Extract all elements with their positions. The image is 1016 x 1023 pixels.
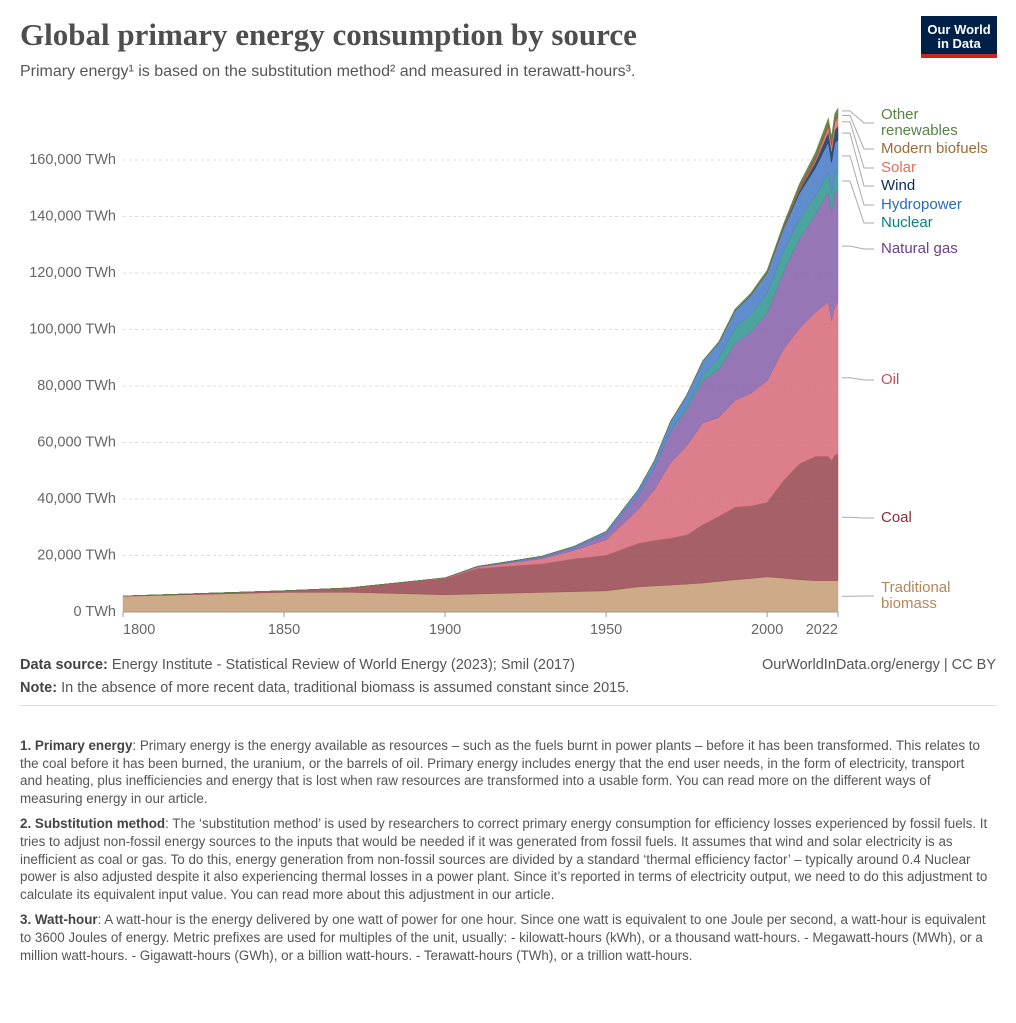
y-tick-label: 20,000 TWh <box>37 547 116 563</box>
footnote-label: 3. Watt-hour <box>20 912 98 928</box>
leader-line <box>842 377 874 381</box>
y-tick-label: 60,000 TWh <box>37 434 116 450</box>
legend-label: Modern biofuels <box>881 140 988 157</box>
y-tick-label: 160,000 TWh <box>29 152 116 168</box>
note-text: In the absence of more recent data, trad… <box>61 680 630 696</box>
source-text: Energy Institute - Statistical Review of… <box>111 657 575 673</box>
legend-label: Traditional biomass <box>881 579 951 612</box>
y-tick-label: 40,000 TWh <box>37 491 116 507</box>
x-tick-label: 2022 <box>806 622 838 638</box>
x-tick-label: 1950 <box>590 622 622 638</box>
legend-label: Oil <box>881 371 900 388</box>
legend-label: Hydropower <box>881 196 962 213</box>
x-tick-label: 1800 <box>123 622 155 638</box>
note: Note: In the absence of more recent data… <box>20 680 629 696</box>
y-tick-label: 100,000 TWh <box>29 321 116 337</box>
footnote-text: : Primary energy is the energy available… <box>20 738 980 806</box>
leader-line <box>842 121 874 169</box>
area <box>122 107 839 597</box>
leader-line <box>842 245 874 250</box>
footnote-text: : The ‘substitution method’ is used by r… <box>20 816 988 902</box>
chart: Global primary energy consumption by sou… <box>20 17 874 638</box>
footnote-text: : A watt-hour is the energy delivered by… <box>20 912 986 963</box>
legend-label: Coal <box>881 509 912 526</box>
leader-line <box>842 155 874 206</box>
url[interactable]: OurWorldInData.org/energy | CC BY <box>762 657 996 673</box>
source: Data source: Energy Institute - Statisti… <box>20 657 575 673</box>
y-tick-label: 0 TWh <box>74 604 116 620</box>
footnote-label: 2. Substitution method <box>20 816 166 832</box>
x-tick-label: 1900 <box>429 622 461 638</box>
leader-line <box>842 114 874 150</box>
leader-line <box>842 132 874 187</box>
logo[interactable]: Our World in Data <box>921 16 997 58</box>
y-tick-label: 120,000 TWh <box>29 265 116 281</box>
footnote: 2. Substitution method: The ‘substitutio… <box>20 815 990 903</box>
divider <box>20 705 996 706</box>
source-label: Data source: <box>20 657 108 673</box>
x-tick-label: 2000 <box>751 622 783 638</box>
chart-subtitle: Primary energy¹ is based on the substitu… <box>20 63 635 80</box>
leader-line <box>842 110 874 124</box>
legend-label: Solar <box>881 159 917 176</box>
y-tick-label: 80,000 TWh <box>37 378 116 394</box>
note-label: Note: <box>20 680 58 696</box>
legend-label: Nuclear <box>881 214 933 231</box>
legend-label: Natural gas <box>881 240 958 257</box>
y-tick-label: 140,000 TWh <box>29 208 116 224</box>
footnote: 1. Primary energy: Primary energy is the… <box>20 737 990 807</box>
legend-label: Wind <box>881 177 916 194</box>
x-tick-label: 1850 <box>268 622 300 638</box>
leader-line <box>842 516 874 519</box>
footnote: 3. Watt-hour: A watt-hour is the energy … <box>20 911 990 964</box>
footnote-label: 1. Primary energy <box>20 738 133 753</box>
legend-label: Other renewables <box>881 106 958 139</box>
leader-line <box>842 180 874 224</box>
chart-title: Global primary energy consumption by sou… <box>20 17 637 52</box>
footnotes: 1. Primary energy: Primary energy is the… <box>20 737 990 972</box>
